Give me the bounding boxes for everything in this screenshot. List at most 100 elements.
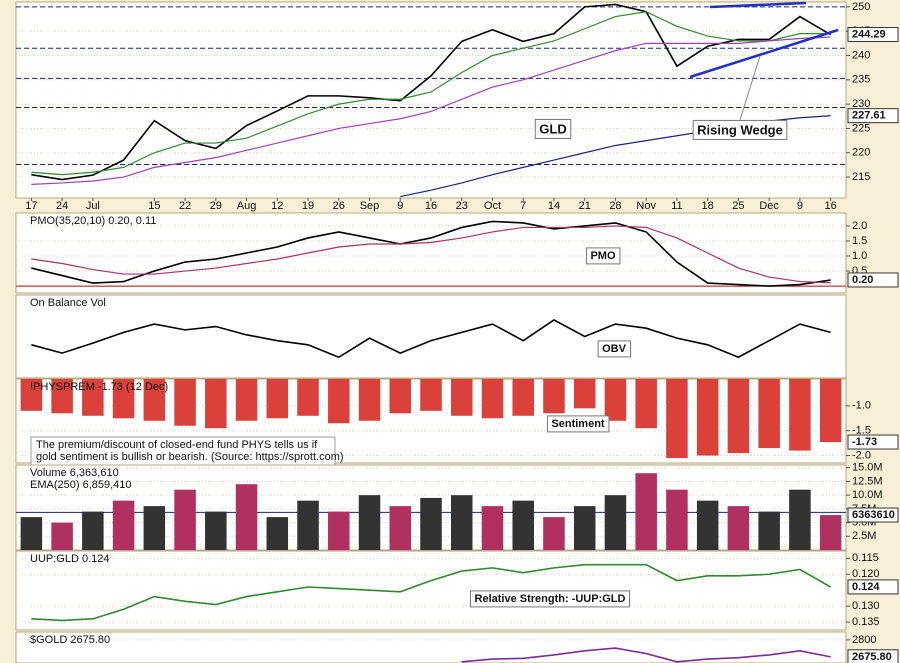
bar — [20, 517, 43, 550]
y-tick-label: 235 — [852, 74, 870, 86]
value-badge-box — [847, 27, 899, 43]
bar — [604, 495, 627, 550]
y-tick-label: 1.0 — [852, 250, 867, 262]
x-tick-label: 16 — [425, 200, 437, 212]
value-badge-box — [847, 649, 899, 663]
bar — [297, 379, 319, 416]
annotation-box — [546, 415, 610, 433]
note-box — [30, 436, 336, 466]
bar — [174, 379, 196, 426]
x-tick-label: 16 — [825, 200, 837, 212]
y-tick-label: 2800 — [852, 634, 876, 646]
x-tick-label: 26 — [333, 200, 345, 212]
value-badge: 2675.80 — [852, 651, 892, 663]
x-tick-label: 22 — [179, 200, 191, 212]
note-line: gold sentiment is bullish or bearish. (S… — [36, 451, 344, 463]
y-tick-label: 225 — [852, 122, 870, 134]
bar — [358, 495, 381, 550]
annotation: PMO — [590, 250, 616, 262]
y-tick-label: -1.5 — [852, 425, 871, 437]
annotation-box — [585, 247, 621, 265]
value-badge: 0.124 — [852, 581, 880, 593]
bar — [266, 379, 289, 419]
value-badge: 6363610 — [852, 509, 895, 521]
series-line — [31, 3, 832, 181]
panels: 215220225230235240245250244.29227.61GLDR… — [15, 1, 899, 663]
bar — [297, 500, 319, 550]
series-line — [31, 563, 832, 622]
y-tick-label: 0.115 — [852, 552, 879, 564]
annotation: Relative Strength: -UUP:GLD — [475, 593, 626, 605]
annotation: GLD — [539, 121, 566, 136]
bar — [20, 379, 43, 411]
bar — [789, 489, 811, 550]
bar — [481, 506, 504, 550]
y-tick-label: 0.130 — [852, 600, 880, 612]
bar — [112, 500, 135, 550]
bar — [389, 506, 412, 550]
y-tick-label: 2.5M — [852, 530, 876, 542]
plot-area — [20, 473, 842, 550]
wedge — [689, 1, 839, 121]
bar — [420, 379, 442, 411]
y-tick-label: 230 — [852, 98, 870, 110]
y-tick-label: 12.5M — [852, 475, 883, 487]
bar — [420, 497, 442, 550]
x-tick-label: 12 — [271, 200, 283, 212]
value-badge-box — [847, 108, 899, 124]
y-tick-label: 250 — [852, 1, 870, 13]
bar — [235, 379, 258, 421]
bar — [758, 511, 780, 550]
value-badge: 0.20 — [852, 274, 873, 286]
bar — [82, 511, 104, 550]
x-tick-label: 14 — [548, 200, 560, 212]
wedge-lower — [689, 28, 839, 79]
bar — [727, 506, 750, 550]
bar — [389, 379, 412, 414]
bar — [174, 489, 196, 550]
bar — [450, 495, 473, 550]
x-tick-label: Oct — [484, 200, 501, 212]
panel-title: !PHYSPREM -1.73 (12 Dec) — [30, 381, 168, 393]
panel-title: UUP:GLD 0.124 — [30, 553, 109, 565]
plot-area — [31, 3, 832, 198]
bar — [358, 379, 381, 421]
annotation: Sentiment — [551, 418, 605, 430]
x-tick-label: 28 — [609, 200, 621, 212]
x-tick-label: 18 — [702, 200, 714, 212]
bar — [789, 379, 811, 451]
series-line — [31, 318, 831, 359]
x-tick-label: 7 — [520, 200, 526, 212]
bar — [512, 379, 534, 416]
annotation-box — [470, 590, 631, 608]
bar — [328, 511, 350, 550]
bar — [143, 506, 166, 550]
bar — [666, 379, 688, 459]
bar — [205, 511, 227, 550]
x-tick-label: Dec — [759, 200, 779, 212]
value-badge: 244.29 — [852, 29, 886, 41]
bar — [328, 379, 350, 424]
panel-title: On Balance Vol — [30, 297, 106, 309]
bar — [235, 484, 258, 550]
bar — [573, 506, 596, 550]
plot-area — [461, 647, 831, 663]
value-badge: 227.61 — [852, 110, 886, 122]
bar — [819, 379, 842, 443]
plot-area — [31, 318, 831, 359]
y-tick-label: 1.5 — [852, 235, 867, 247]
panel — [15, 631, 847, 663]
panel — [15, 294, 847, 379]
y-tick-label: 15.0M — [852, 462, 883, 474]
bar — [51, 379, 73, 414]
bar — [604, 379, 627, 421]
plot-area — [20, 379, 842, 459]
bar — [635, 379, 657, 429]
x-tick-label: 24 — [56, 200, 68, 212]
arrow-line — [739, 55, 761, 121]
bar — [450, 379, 473, 416]
wedge-upper — [709, 1, 807, 9]
bar — [266, 517, 289, 550]
x-tick-label: 17 — [25, 200, 37, 212]
panel — [15, 1, 847, 199]
